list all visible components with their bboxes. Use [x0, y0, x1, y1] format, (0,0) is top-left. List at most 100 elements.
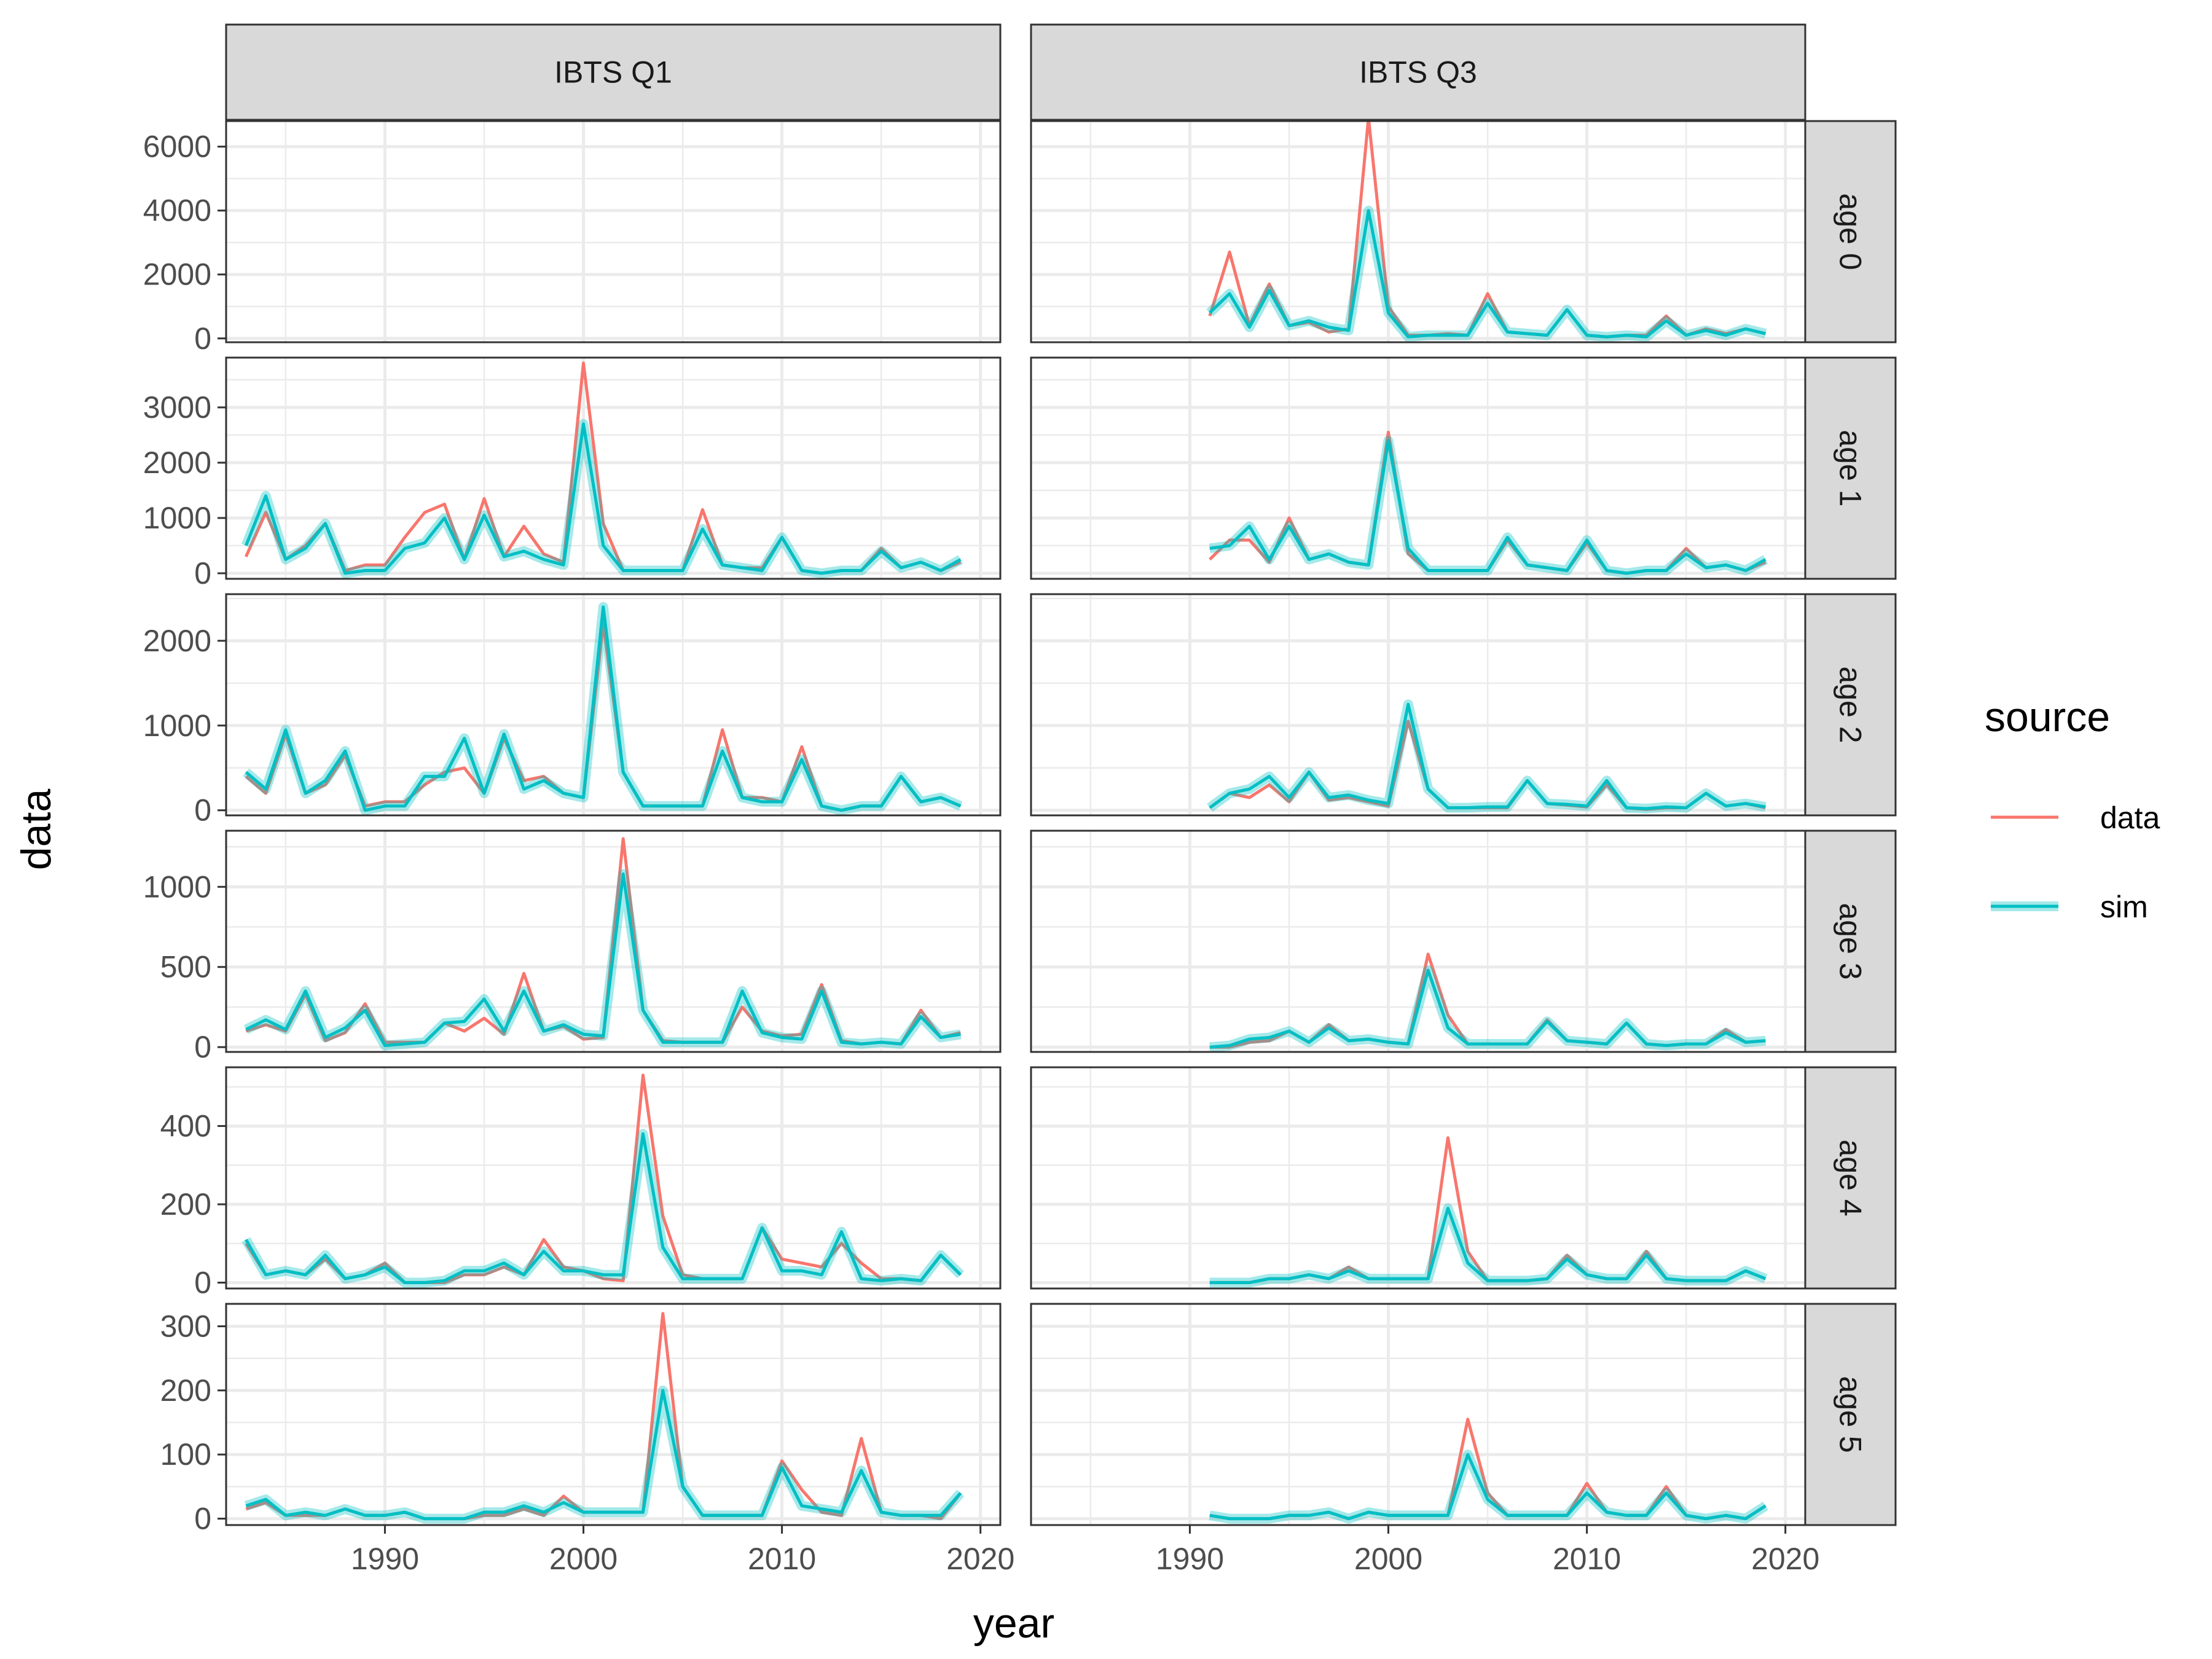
facet-panel [1030, 356, 1806, 580]
facet-panel: 0 500 1000 [143, 830, 1002, 1064]
x-tick-label: 1990 [1156, 1542, 1224, 1576]
y-tick-label: 0 [194, 1265, 211, 1300]
series-layer [243, 837, 962, 1051]
panel-border [1030, 830, 1806, 1053]
x-axis-title: year [973, 1600, 1054, 1647]
facet-strip-label: age 5 [1834, 1376, 1868, 1453]
y-tick-label: 300 [160, 1309, 211, 1344]
facet-strip-label: IBTS Q3 [1359, 55, 1477, 90]
facet-panel [1030, 1066, 1806, 1290]
gridlines [226, 358, 1000, 579]
facet-strip-row [1804, 120, 1897, 343]
panel-border [1030, 593, 1806, 817]
y-tick-label: 0 [194, 556, 211, 590]
x-tick-label: 2000 [549, 1542, 618, 1576]
facet-panel [1030, 830, 1806, 1053]
series-line-sim [1209, 439, 1767, 575]
series-layer [1209, 1418, 1768, 1524]
y-tick-label: 0 [194, 793, 211, 828]
y-tick-label: 2000 [143, 257, 211, 292]
gridlines [1031, 121, 1805, 342]
facet-panel: 0 1000 2000 [143, 593, 1002, 828]
series-line-sim [245, 872, 961, 1048]
facet-panel [1030, 593, 1806, 817]
panel-background [226, 1067, 1000, 1288]
series-line-sim [1209, 1453, 1767, 1521]
y-tick-label: 100 [160, 1437, 211, 1472]
panel-border [1030, 1303, 1806, 1526]
facet-strip-label: age 0 [1834, 193, 1868, 270]
series-line-sim [1209, 1206, 1767, 1284]
facet-panel: 0 100 200 300 1990 2000 2010 2020 [160, 1303, 1014, 1576]
gridlines [1031, 594, 1805, 815]
series-line-sim [1209, 968, 1766, 1049]
gridlines [226, 121, 1000, 342]
y-tick-label: 2000 [143, 445, 211, 480]
panel-border [1030, 120, 1806, 343]
panel-border [1030, 1066, 1806, 1290]
gridlines [1031, 1067, 1805, 1288]
series-layer [241, 1073, 965, 1288]
y-tick-label: 1000 [143, 869, 211, 904]
y-tick-label: 200 [160, 1187, 211, 1222]
panel-background [1031, 121, 1805, 342]
y-tick-label: 0 [194, 1502, 211, 1536]
panel-border [225, 120, 1002, 343]
panels-layer: IBTS Q1 IBTS Q3 age 0 age 1 age 2 age 3 age 4 a… [143, 23, 1897, 1576]
facet-strip-label: age 4 [1834, 1139, 1868, 1216]
facet-strip-label: age 2 [1834, 666, 1868, 743]
series-line-sim [1209, 702, 1766, 810]
series-line-sim [1209, 209, 1766, 339]
legend-title: source [1985, 694, 2110, 740]
facet-strip-column [225, 23, 1002, 121]
series-line-sim [244, 422, 962, 575]
y-tick-label: 1000 [143, 501, 211, 535]
y-tick-label: 1000 [143, 708, 211, 743]
gridlines [226, 831, 1000, 1052]
series-layer [243, 602, 963, 815]
series-layer [1209, 1136, 1768, 1288]
y-tick-label: 0 [194, 1030, 211, 1064]
panel-background [1031, 1067, 1805, 1288]
y-tick-label: 0 [194, 321, 211, 356]
panel-background [226, 121, 1000, 342]
gridlines [1031, 1304, 1805, 1525]
series-line-sim [245, 1389, 962, 1521]
legend: source data sim [1985, 694, 2160, 924]
series-layer [1206, 121, 1767, 342]
x-tick-label: 2000 [1354, 1542, 1422, 1576]
panel-background [226, 1304, 1000, 1525]
y-tick-label: 6000 [143, 130, 211, 164]
y-tick-label: 4000 [143, 194, 211, 228]
series-layer [1209, 952, 1767, 1052]
gridlines [226, 1067, 1000, 1288]
facet-strip-label: age 3 [1834, 903, 1868, 979]
facet-strip-row [1804, 593, 1897, 817]
series-layer [241, 361, 963, 578]
facet-panel [1030, 120, 1806, 343]
facet-strip-column [1030, 23, 1806, 121]
panel-border [225, 593, 1002, 817]
panel-border [225, 830, 1002, 1053]
facet-strip-label: IBTS Q1 [554, 55, 672, 90]
series-line-sim [245, 1132, 962, 1284]
y-tick-label: 2000 [143, 624, 211, 658]
facet-strip-row [1804, 830, 1897, 1053]
panel-background [1031, 1304, 1805, 1525]
x-tick-label: 1990 [351, 1542, 419, 1576]
panel-background [1031, 594, 1805, 815]
y-tick-label: 400 [160, 1109, 211, 1143]
series-layer [244, 1312, 965, 1524]
facet-panel: 0 200 400 [160, 1066, 1002, 1300]
panel-border [225, 1303, 1002, 1526]
series-layer [1207, 699, 1767, 814]
x-tick-label: 2020 [1751, 1542, 1819, 1576]
facet-panel: 0 1000 2000 3000 [143, 356, 1002, 590]
y-tick-label: 200 [160, 1373, 211, 1408]
facet-panel: 0 2000 4000 6000 [143, 120, 1002, 356]
facet-strip-row [1804, 356, 1897, 580]
series-line-sim [245, 605, 962, 812]
panel-background [1031, 831, 1805, 1052]
panel-background [226, 358, 1000, 579]
